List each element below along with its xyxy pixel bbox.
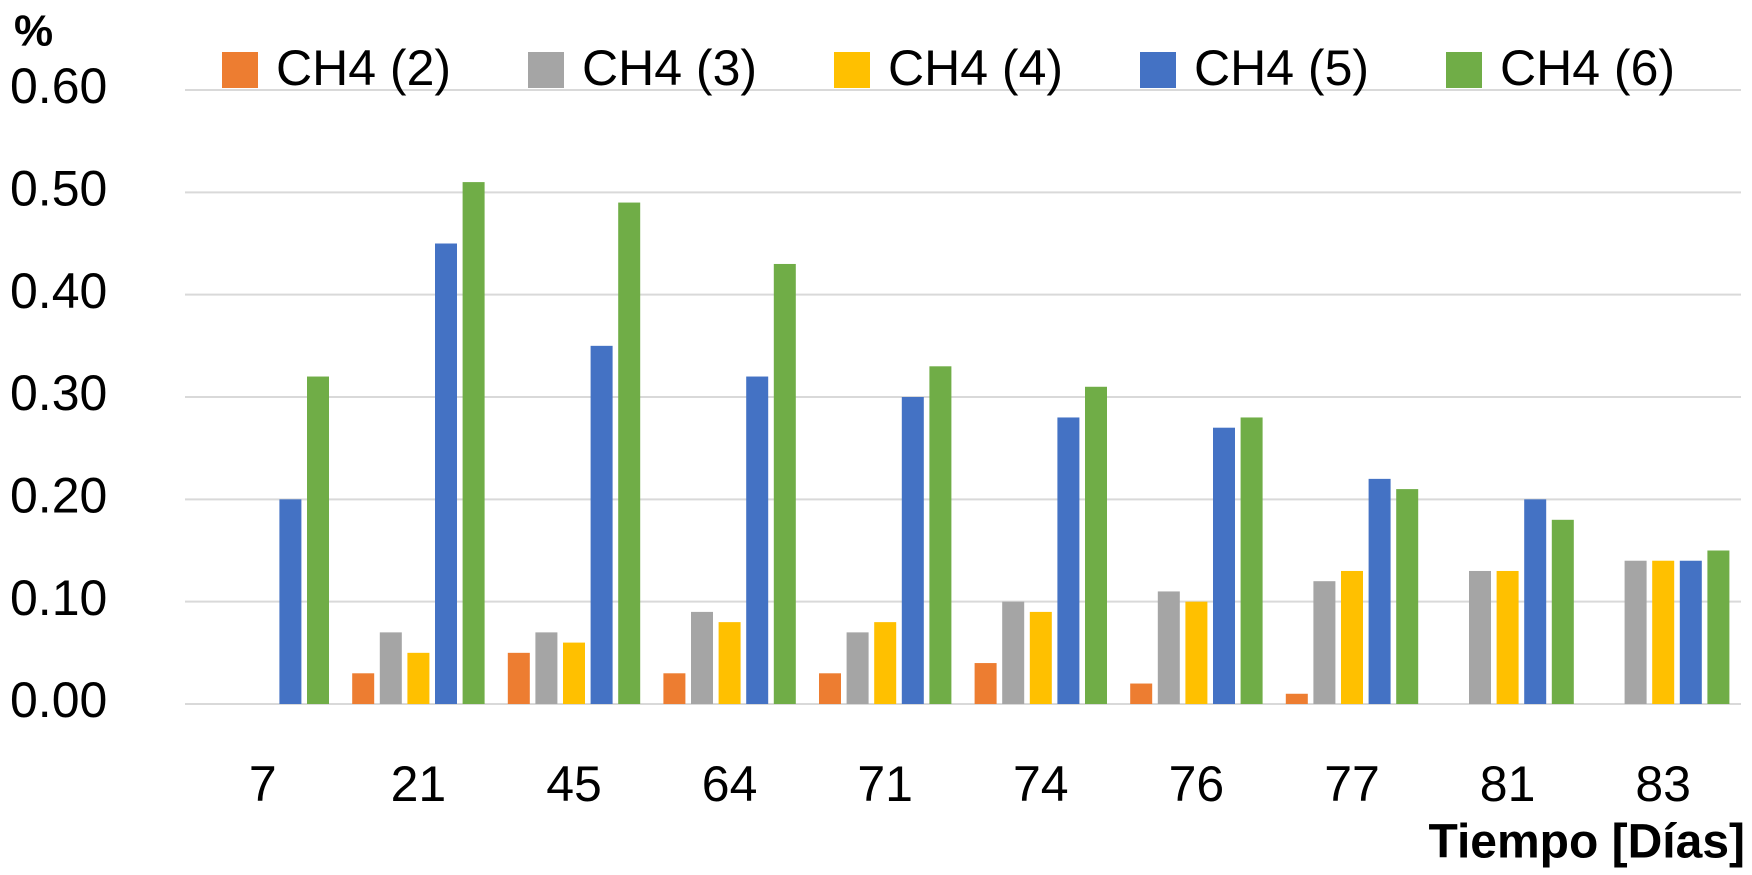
bar [1085, 386, 1107, 704]
x-tick-label: 71 [857, 756, 913, 812]
bar [663, 673, 686, 704]
x-axis-label: Tiempo [Días] [1429, 816, 1746, 869]
bar [1057, 417, 1080, 704]
bar [1551, 519, 1574, 704]
bar [874, 622, 897, 704]
x-tick-label: 81 [1480, 756, 1536, 812]
bar [462, 182, 485, 705]
y-axis-label: % [14, 7, 53, 56]
bar [507, 652, 530, 704]
bar [352, 673, 375, 704]
bar [718, 622, 741, 704]
x-tick-label: 74 [1013, 756, 1069, 812]
bar [1213, 427, 1235, 704]
bar [1130, 683, 1153, 704]
y-tick-label: 0.00 [10, 672, 107, 728]
bar [974, 663, 997, 704]
bar [535, 632, 558, 704]
bar [1679, 560, 1702, 704]
y-tick-label: 0.60 [10, 58, 107, 114]
bar [819, 673, 841, 704]
bar [618, 202, 641, 705]
legend-label: CH4 (5) [1194, 40, 1369, 96]
bar [1496, 570, 1519, 704]
x-tick-label: 21 [391, 756, 447, 812]
bar [379, 632, 402, 704]
legend-swatch [222, 52, 258, 88]
bar [1469, 570, 1491, 704]
y-tick-label: 0.40 [10, 263, 107, 319]
bar [1029, 611, 1052, 704]
legend-swatch [834, 52, 870, 88]
bar [1341, 570, 1363, 704]
bar [1240, 417, 1263, 704]
x-tick-label: 76 [1169, 756, 1225, 812]
y-tick-label: 0.10 [10, 570, 107, 626]
legend-label: CH4 (2) [276, 40, 451, 96]
bar [1524, 499, 1547, 704]
bar [563, 642, 585, 704]
bar [773, 263, 796, 704]
bar [846, 632, 869, 704]
bar [1624, 560, 1647, 704]
bar [1185, 601, 1208, 704]
bar [1313, 581, 1336, 704]
bar [407, 652, 430, 704]
y-tick-label: 0.20 [10, 468, 107, 524]
bar [1707, 550, 1730, 704]
legend-swatch [528, 52, 564, 88]
y-tick-label: 0.50 [10, 161, 107, 217]
bar [1396, 489, 1419, 704]
bar [279, 499, 302, 704]
x-tick-label: 83 [1635, 756, 1691, 812]
x-tick-label: 77 [1324, 756, 1380, 812]
x-tick-label: 64 [702, 756, 758, 812]
legend-label: CH4 (3) [582, 40, 757, 96]
bar [1285, 693, 1308, 704]
bar [746, 376, 769, 704]
legend-swatch [1446, 52, 1482, 88]
legend-label: CH4 (4) [888, 40, 1063, 96]
bar [901, 397, 924, 704]
y-tick-label: 0.30 [10, 365, 107, 421]
bar [590, 345, 613, 704]
x-tick-label: 45 [546, 756, 602, 812]
legend-swatch [1140, 52, 1176, 88]
bar [1002, 601, 1025, 704]
bar [435, 243, 457, 704]
bar [1157, 591, 1180, 704]
bar [691, 611, 713, 704]
bar [929, 366, 952, 704]
bar [1652, 560, 1675, 704]
bar [307, 376, 329, 704]
x-tick-label: 7 [249, 756, 277, 812]
bar [1368, 478, 1391, 704]
legend-label: CH4 (6) [1500, 40, 1675, 96]
